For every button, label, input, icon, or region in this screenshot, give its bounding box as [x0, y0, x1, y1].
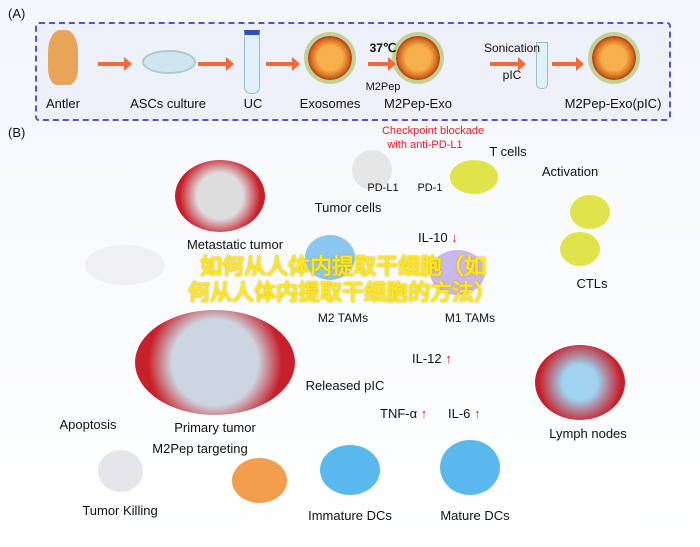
exosome-icon [308, 36, 352, 80]
m2-tams-label: M2 TAMs [317, 311, 369, 325]
step-label: M2Pep-Exo [384, 96, 452, 111]
tumor-cells-label: Tumor cells [314, 200, 382, 215]
m2pep-exo-pic-icon [592, 36, 636, 80]
tumor-icon [175, 160, 265, 232]
t-cell-icon [450, 160, 498, 194]
ctl-icon [570, 195, 610, 229]
pd-l1-label: PD-L1 [367, 182, 399, 194]
tube-icon [244, 30, 260, 94]
mouse-icon [85, 245, 165, 285]
m2pep-exo-icon [396, 36, 440, 80]
dead-cell-icon [98, 450, 143, 492]
tumor-cell-icon [352, 150, 392, 190]
arrow [552, 57, 584, 71]
checkpoint-label-2: with anti-PD-L1 [387, 139, 463, 151]
checkpoint-label-1: Checkpoint blockade [381, 125, 485, 137]
arrow [266, 57, 300, 71]
lymph-nodes-label: Lymph nodes [549, 426, 627, 441]
released-pic-label: Released pIC [305, 378, 385, 393]
temperature-label: 37℃ [369, 41, 397, 55]
il12-label: IL-12 ↑ [412, 351, 452, 366]
sonication-label: Sonication [483, 41, 541, 55]
ctl-icon [560, 232, 600, 266]
petri-dish-icon [142, 50, 196, 74]
il6-label: IL-6 ↑ [448, 406, 481, 421]
metastatic-tumor-label: Metastatic tumor [186, 237, 284, 252]
step-label: ASCs culture [130, 96, 206, 111]
step-label: M2Pep-Exo(pIC) [564, 96, 662, 111]
arrow [368, 57, 396, 71]
tnf-label: TNF-α ↑ [380, 406, 428, 421]
step-label: Exosomes [299, 96, 361, 111]
il10-label: IL-10 ↓ [418, 230, 458, 245]
arrow [198, 57, 234, 71]
deer-icon [48, 30, 78, 85]
activation-label: Activation [541, 164, 599, 179]
macrophage-icon [232, 458, 287, 503]
primary-tumor-icon [135, 310, 295, 415]
immature-dc-icon [320, 445, 380, 495]
watermark-line-2: 何从人体内提取干细胞的方法） [188, 280, 497, 305]
m2-tam-icon [305, 235, 355, 280]
watermark-line-1: 如何从人体内提取干细胞（如 [200, 254, 487, 279]
ctls-label: CTLs [576, 276, 608, 291]
step-label: UC [243, 96, 263, 111]
tumor-killing-label: Tumor Killing [82, 503, 158, 518]
immature-dcs-label: Immature DCs [308, 508, 392, 523]
m1-tams-label: M1 TAMs [444, 311, 496, 325]
m1-tam-icon [430, 250, 485, 295]
primary-tumor-label: Primary tumor [174, 420, 256, 435]
arrow [490, 57, 526, 71]
step-label: Antler [46, 96, 80, 111]
m2pep-targeting-label: M2Pep targeting [152, 441, 248, 456]
panel-a-label: (A) [8, 6, 26, 21]
lymph-node-icon [535, 345, 625, 420]
panel-b-label: (B) [8, 125, 26, 140]
t-cells-label: T cells [489, 144, 527, 159]
sonication-tube-icon [536, 42, 548, 89]
m2pep-label: M2Pep [365, 81, 401, 93]
panel-a-box [35, 22, 671, 121]
pd-1-label: PD-1 [417, 182, 443, 194]
arrow [98, 57, 132, 71]
apoptosis-label: Apoptosis [59, 417, 117, 432]
mature-dcs-label: Mature DCs [440, 508, 510, 523]
pic-label: pIC [502, 68, 522, 82]
mature-dc-icon [440, 440, 500, 495]
